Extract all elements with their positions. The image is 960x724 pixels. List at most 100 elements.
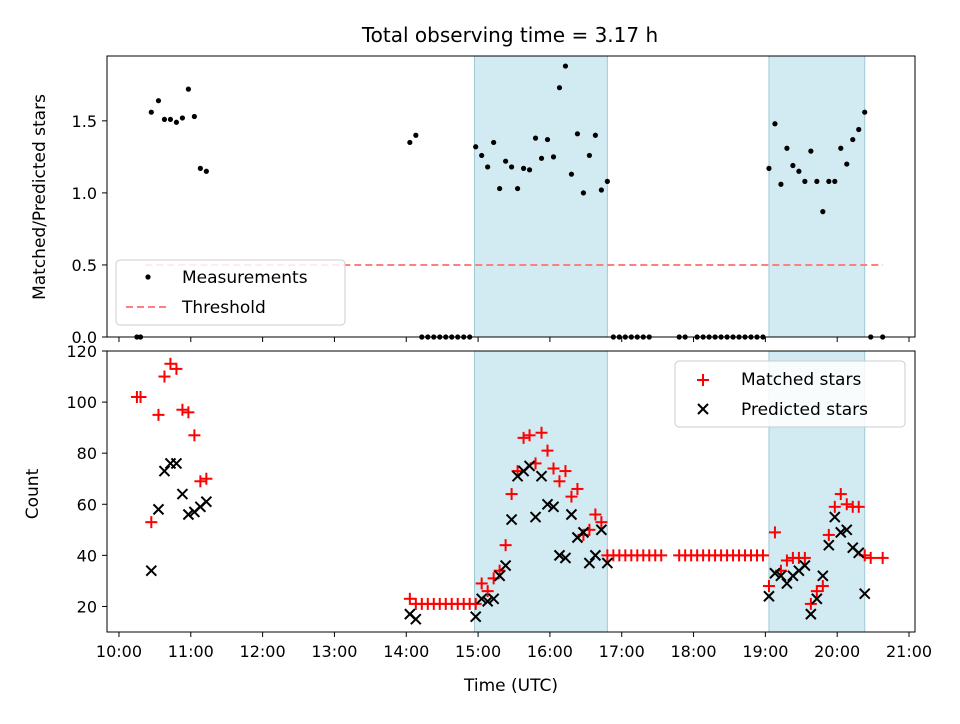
measurement-point [844,161,850,167]
measurement-point [148,109,154,115]
predicted-point [781,577,793,590]
matched-point [804,597,817,610]
matched-point [158,370,171,383]
measurement-point [485,164,491,170]
matched-point [780,554,793,567]
matched-point [565,490,578,503]
xtick-label: 21:00 [886,642,932,661]
matched-point [828,500,841,513]
bottom-y-axis-label: Count [23,468,43,519]
predicted-point [841,524,853,536]
measurement-point [604,178,610,184]
measurement-point [544,136,551,143]
measurement-point [820,209,826,215]
xtick-label: 15:00 [455,642,501,661]
x-axis-label: Time (UTC) [463,676,558,696]
matched-point [822,528,835,541]
legend-matched-label: Matched stars [741,370,861,390]
predicted-point [469,610,482,623]
matched-point [481,585,494,598]
predicted-point [817,570,829,582]
bot-ytick-label: 100 [66,393,97,412]
measurement-point [491,139,497,146]
top-legend-box [115,259,346,326]
predicted-point [835,526,847,539]
matched-point [553,475,566,488]
measurement-point [862,109,868,115]
bottom-legend-box [674,360,906,428]
bot-shade-0 [473,350,608,633]
measurement-point [772,121,778,127]
measurement-point [562,63,569,69]
measurement-point [203,168,209,174]
bot-ytick-label: 40 [77,546,97,565]
xtick-label: 19:00 [742,642,788,661]
measurement-point [574,131,581,137]
measurement-point [598,187,604,193]
xtick-label: 16:00 [527,642,573,661]
predicted-point [853,547,865,559]
measurement-point [173,119,180,125]
matched-point [840,498,853,511]
bot-ytick-label: 20 [77,597,97,616]
measurement-point [532,135,539,141]
matched-point [852,500,865,513]
predicted-point [775,570,787,582]
measurement-point [167,116,174,123]
bottom-plot-frame [106,350,916,633]
predicted-point [475,593,488,605]
matched-point [571,482,584,495]
predicted-point [601,557,614,569]
matched-point [523,429,536,442]
measurement-point [514,185,521,192]
matched-point [517,431,530,444]
matched-point [475,577,488,590]
measurement-point [778,181,784,187]
predicted-point [547,501,560,513]
predicted-point [859,587,871,600]
predicted-point [200,496,213,508]
measurement-point [155,98,162,104]
top-legend: Measurements Threshold [115,259,346,326]
legend-predicted-marker [697,403,709,415]
measurement-point [796,168,802,174]
matched-point [188,429,201,442]
predicted-point [829,511,841,523]
predicted-point [559,552,572,564]
measurement-point [497,185,503,192]
xtick-label: 11:00 [168,642,214,661]
bottom-legend: Matched stars Predicted stars [674,360,906,428]
measurement-point [197,165,203,171]
measurement-point [413,132,419,138]
predicted-point [487,593,500,605]
bot-ytick-label: 80 [77,444,97,463]
predicted-point [823,539,835,551]
matched-point [589,508,602,521]
predicted-point [553,549,566,562]
predicted-point [523,460,536,472]
predicted-point [152,503,165,516]
predicted-point [805,608,817,620]
matched-point [182,406,195,419]
predicted-point [577,526,590,539]
bot-ytick-label: 60 [77,495,97,514]
matched-point [762,580,775,593]
top-ytick-label: 0.0 [72,328,97,347]
measurement-point [179,115,186,121]
measurement-point [556,85,563,91]
matched-point [559,465,572,478]
measurement-point [191,113,197,120]
predicted-point [595,524,608,536]
measurement-point [832,178,838,184]
matched-point [816,580,829,593]
predicted-point [583,557,596,569]
xtick-label: 13:00 [311,642,357,661]
measurement-point [784,145,790,151]
measurement-point [508,164,515,170]
matched-point [541,444,554,457]
matched-point [655,549,668,562]
predicted-point [481,595,494,608]
matched-point [403,592,416,605]
top-plot-frame [106,55,916,338]
